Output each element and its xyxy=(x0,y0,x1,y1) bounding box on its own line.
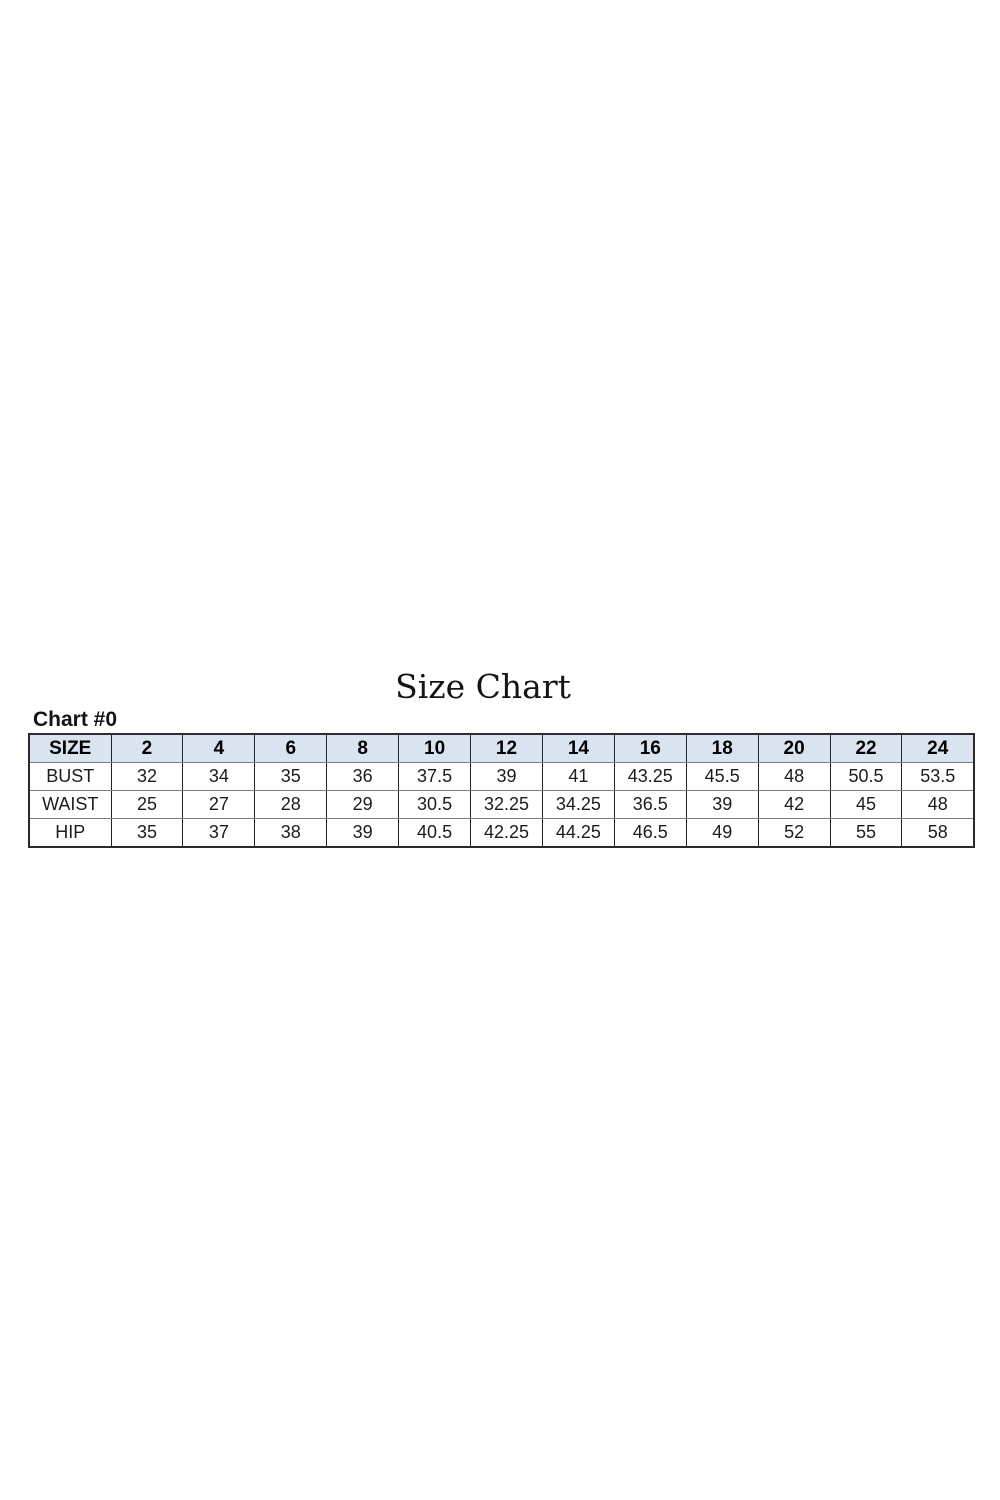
table-cell: 29 xyxy=(326,790,400,819)
col-header-2: 2 xyxy=(110,733,184,763)
table-cell: 52 xyxy=(757,818,831,848)
table-cell: 46.5 xyxy=(613,818,687,848)
col-header-6: 6 xyxy=(254,733,328,763)
table-cell: 48 xyxy=(757,762,831,791)
col-header-22: 22 xyxy=(829,733,903,763)
col-header-12: 12 xyxy=(470,733,543,763)
table-cell: 40.5 xyxy=(398,818,472,848)
table-cell: 36 xyxy=(326,762,400,791)
table-cell: 48 xyxy=(901,790,975,819)
page-title: Size Chart xyxy=(395,667,571,706)
table-cell: 41 xyxy=(541,762,615,791)
table-row-bust: BUST 32 34 35 36 37.5 39 41 43.25 45.5 4… xyxy=(28,762,975,791)
table-cell: 35 xyxy=(110,818,184,848)
col-header-10: 10 xyxy=(398,733,472,763)
table-cell: 55 xyxy=(829,818,903,848)
table-header-row: SIZE 2 4 6 8 10 12 14 16 18 20 22 24 xyxy=(28,733,975,763)
table-cell: 38 xyxy=(254,818,328,848)
table-cell: 35 xyxy=(254,762,328,791)
table-cell: 39 xyxy=(470,762,543,791)
table-cell: 25 xyxy=(110,790,184,819)
col-header-18: 18 xyxy=(685,733,759,763)
table-cell: 39 xyxy=(326,818,400,848)
col-header-14: 14 xyxy=(541,733,615,763)
table-cell: 36.5 xyxy=(613,790,687,819)
table-cell: 32.25 xyxy=(470,790,543,819)
col-header-16: 16 xyxy=(613,733,687,763)
row-label-bust: BUST xyxy=(28,762,112,791)
col-header-size: SIZE xyxy=(28,733,112,763)
table-cell: 58 xyxy=(901,818,975,848)
table-cell: 45 xyxy=(829,790,903,819)
table-cell: 34 xyxy=(182,762,256,791)
table-row-waist: WAIST 25 27 28 29 30.5 32.25 34.25 36.5 … xyxy=(28,790,975,819)
table-cell: 39 xyxy=(685,790,759,819)
table-cell: 37 xyxy=(182,818,256,848)
table-cell: 37.5 xyxy=(398,762,472,791)
chart-number-label: Chart #0 xyxy=(33,708,118,731)
row-label-hip: HIP xyxy=(28,818,112,848)
table-cell: 30.5 xyxy=(398,790,472,819)
table-cell: 32 xyxy=(110,762,184,791)
table-row-hip: HIP 35 37 38 39 40.5 42.25 44.25 46.5 49… xyxy=(28,818,975,848)
col-header-24: 24 xyxy=(901,733,975,763)
size-chart-table: SIZE 2 4 6 8 10 12 14 16 18 20 22 24 BUS… xyxy=(28,733,975,848)
col-header-4: 4 xyxy=(182,733,256,763)
table-cell: 45.5 xyxy=(685,762,759,791)
col-header-20: 20 xyxy=(757,733,831,763)
row-label-waist: WAIST xyxy=(28,790,112,819)
table-cell: 53.5 xyxy=(901,762,975,791)
table-cell: 49 xyxy=(685,818,759,848)
table-cell: 43.25 xyxy=(613,762,687,791)
table-cell: 50.5 xyxy=(829,762,903,791)
table-cell: 34.25 xyxy=(541,790,615,819)
table-cell: 44.25 xyxy=(541,818,615,848)
col-header-8: 8 xyxy=(326,733,400,763)
size-chart-header-row: SIZE 2 4 6 8 10 12 14 16 18 20 22 24 xyxy=(28,733,975,763)
table-cell: 42.25 xyxy=(470,818,543,848)
table-cell: 28 xyxy=(254,790,328,819)
table-cell: 42 xyxy=(757,790,831,819)
table-cell: 27 xyxy=(182,790,256,819)
